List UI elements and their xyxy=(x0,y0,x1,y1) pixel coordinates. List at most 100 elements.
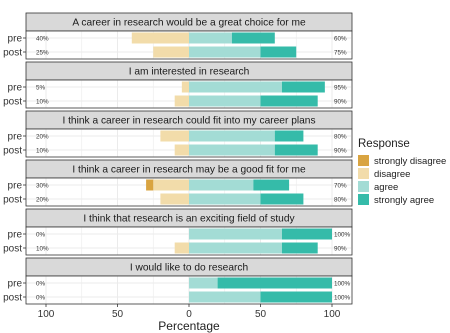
bar-agree xyxy=(189,144,275,156)
pct-label-right: 95% xyxy=(334,84,347,91)
bar-agree xyxy=(189,291,261,303)
pct-label-right: 80% xyxy=(334,196,347,203)
pct-label-right: 90% xyxy=(334,245,347,252)
bar-disagree xyxy=(174,95,189,107)
x-tick-label: 0 xyxy=(186,309,192,320)
pct-label-left: 5% xyxy=(36,84,46,91)
bar-strongly-agree xyxy=(260,46,297,58)
bar-agree xyxy=(189,95,261,107)
legend: Response strongly disagree disagree agree s… xyxy=(358,138,446,206)
bar-agree xyxy=(189,130,275,142)
panel-title: I think a career in research could fit i… xyxy=(62,116,315,127)
panel-title: I would like to do research xyxy=(130,263,248,274)
facet-panel: I am interested in research 5% 95% pre 10% 90… xyxy=(3,61,353,109)
y-tick-label: post xyxy=(3,48,22,59)
x-tick-label: 100 xyxy=(324,309,341,320)
bar-strongly-agree xyxy=(274,144,318,156)
y-tick-label: pre xyxy=(8,181,23,192)
pct-label-left: 10% xyxy=(36,147,49,154)
legend-label: strongly disagree xyxy=(374,156,446,167)
x-tick-label: 100 xyxy=(38,309,55,320)
legend-key xyxy=(358,194,369,205)
bar-disagree xyxy=(153,46,189,58)
panel-title: I think a career in research may be a go… xyxy=(72,165,306,176)
y-tick-label: pre xyxy=(8,132,23,143)
panels-layer: A career in research would be a great ch… xyxy=(3,12,353,305)
panel-title: I think that research is an exciting fie… xyxy=(83,214,295,225)
legend-key xyxy=(358,155,369,166)
x-tick-label: 50 xyxy=(112,309,124,320)
bar-strongly-agree xyxy=(217,277,332,289)
legend-key xyxy=(358,168,369,179)
pct-label-right: 100% xyxy=(334,294,351,301)
y-tick-label: post xyxy=(3,195,22,206)
y-tick-label: post xyxy=(3,146,22,157)
bar-strongly-agree xyxy=(260,193,304,205)
y-tick-label: post xyxy=(3,293,22,304)
pct-label-left: 0% xyxy=(36,280,46,287)
bar-agree xyxy=(189,193,261,205)
bar-strongly-agree xyxy=(281,81,325,93)
pct-label-right: 100% xyxy=(334,231,351,238)
y-tick-label: pre xyxy=(8,279,23,290)
y-tick-label: post xyxy=(3,244,22,255)
bar-agree xyxy=(189,179,254,191)
pct-label-left: 20% xyxy=(36,133,49,140)
pct-label-right: 75% xyxy=(334,49,347,56)
pct-label-left: 20% xyxy=(36,196,49,203)
legend-label: agree xyxy=(374,182,398,193)
y-tick-label: post xyxy=(3,97,22,108)
y-tick-label: pre xyxy=(8,83,23,94)
y-tick-label: pre xyxy=(8,34,23,45)
pct-label-left: 0% xyxy=(36,231,46,238)
bar-agree xyxy=(189,242,282,254)
panel-title: A career in research would be a great ch… xyxy=(72,18,306,29)
bar-strongly-disagree xyxy=(146,179,154,191)
bar-disagree xyxy=(160,193,189,205)
x-axis-title: Percentage xyxy=(158,319,220,333)
bar-disagree xyxy=(160,130,189,142)
bar-agree xyxy=(189,46,261,58)
pct-label-left: 40% xyxy=(36,35,49,42)
bar-agree xyxy=(189,277,218,289)
facet-panel: I think that research is an exciting fie… xyxy=(3,208,353,256)
x-axis: 100 50 0 50 100 xyxy=(38,304,341,320)
pct-label-left: 0% xyxy=(36,294,46,301)
pct-label-left: 30% xyxy=(36,182,49,189)
bar-strongly-agree xyxy=(281,242,318,254)
pct-label-left: 10% xyxy=(36,98,49,105)
bar-agree xyxy=(189,228,282,240)
bar-strongly-agree xyxy=(281,228,332,240)
pct-label-right: 60% xyxy=(334,35,347,42)
pct-label-right: 90% xyxy=(334,147,347,154)
pct-label-right: 100% xyxy=(334,280,351,287)
x-tick-label: 50 xyxy=(255,309,267,320)
legend-label: disagree xyxy=(374,169,410,180)
bar-agree xyxy=(189,32,232,44)
pct-label-right: 90% xyxy=(334,98,347,105)
facet-panel: I would like to do research 0% 100% pre 0% 10… xyxy=(3,257,353,305)
bar-strongly-agree xyxy=(231,32,275,44)
pct-label-left: 25% xyxy=(36,49,49,56)
bar-disagree xyxy=(174,242,189,254)
facet-panel: I think a career in research may be a go… xyxy=(3,159,353,207)
legend-title: Response xyxy=(358,138,410,150)
pct-label-left: 10% xyxy=(36,245,49,252)
bar-strongly-agree xyxy=(253,179,290,191)
bar-disagree xyxy=(131,32,189,44)
bar-strongly-agree xyxy=(260,291,332,303)
bar-strongly-agree xyxy=(274,130,304,142)
panel-title: I am interested in research xyxy=(129,67,250,78)
bar-disagree xyxy=(174,144,189,156)
facet-panel: I think a career in research could fit i… xyxy=(3,110,353,158)
pct-label-right: 70% xyxy=(334,182,347,189)
pct-label-right: 80% xyxy=(334,133,347,140)
facet-panel: A career in research would be a great ch… xyxy=(3,12,353,60)
bar-disagree xyxy=(153,179,189,191)
legend-label: strongly agree xyxy=(374,195,434,206)
bar-strongly-agree xyxy=(260,95,318,107)
legend-key xyxy=(358,181,369,192)
bar-agree xyxy=(189,81,282,93)
y-tick-label: pre xyxy=(8,230,23,241)
